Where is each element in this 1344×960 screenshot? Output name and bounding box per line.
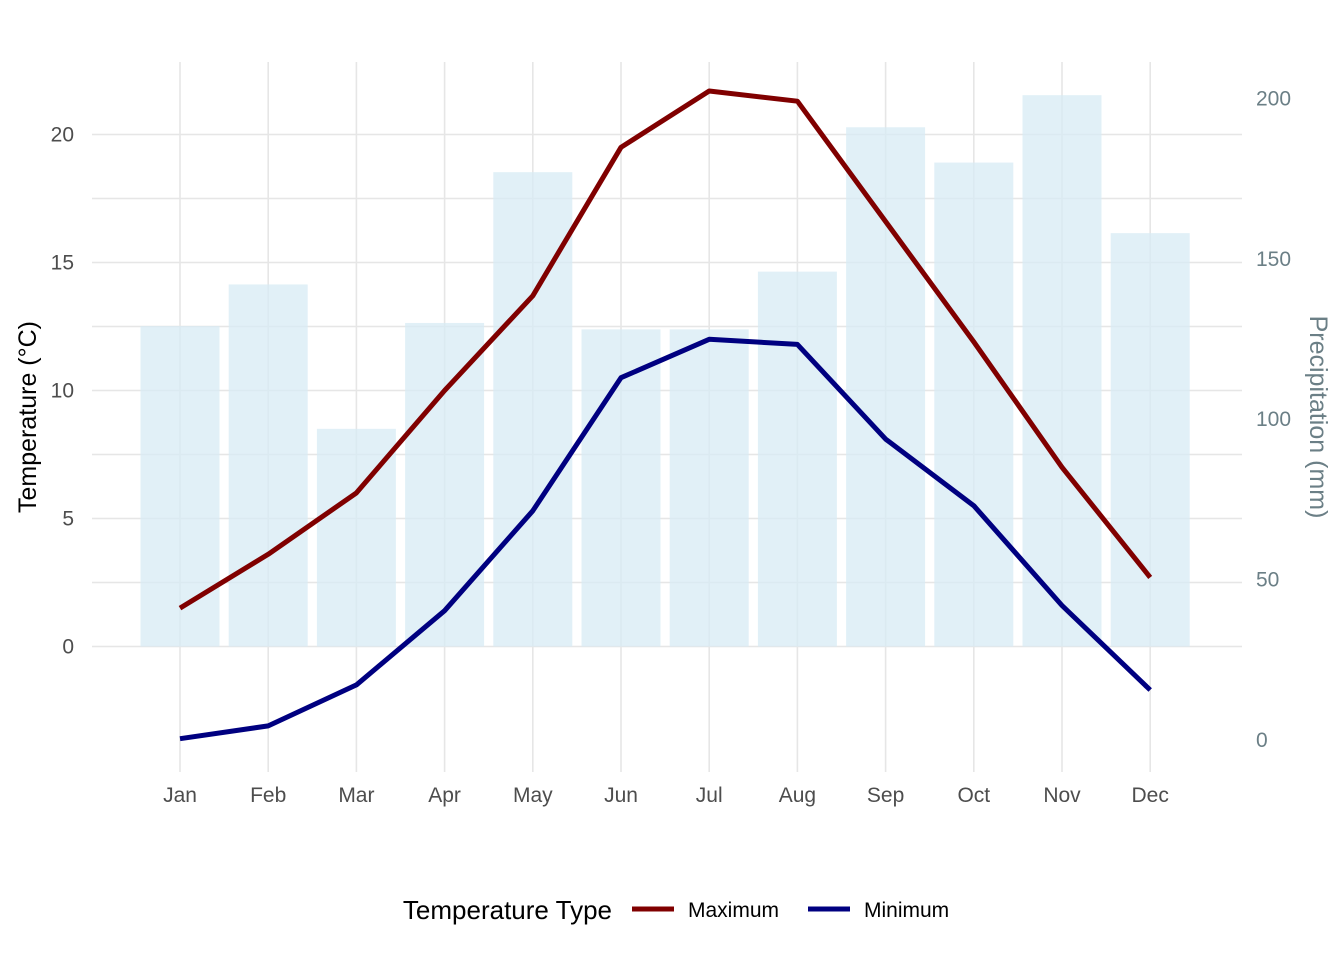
y-tick-label: 15 [51, 252, 74, 275]
y-tick-label: 20 [51, 124, 74, 147]
y-tick-label: 10 [51, 380, 74, 403]
bar-precipitation-sep [846, 127, 926, 647]
line-minimum [179, 336, 1152, 742]
x-tick-label: Mar [338, 784, 374, 807]
x-tick-label: Dec [1132, 784, 1169, 807]
temperature-lines [178, 88, 1153, 742]
legend: Temperature Type Maximum Minimum [403, 895, 949, 925]
x-tick-label: Jun [604, 784, 638, 807]
y2-tick-label: 100 [1256, 408, 1291, 431]
x-tick-label: Apr [428, 784, 461, 807]
bar-precipitation-jun [581, 329, 661, 647]
bar-precipitation-dec [1110, 233, 1190, 647]
bar-precipitation-apr [405, 322, 485, 647]
line-maximum [178, 88, 1153, 611]
x-tick-label: Jan [163, 784, 197, 807]
legend-title: Temperature Type [403, 895, 612, 925]
y-tick-label: 0 [62, 636, 74, 659]
x-tick-label: Feb [250, 784, 286, 807]
y2-tick-label: 50 [1256, 569, 1279, 592]
y2-tick-label: 0 [1256, 729, 1268, 752]
x-tick-label: Jul [696, 784, 723, 807]
y2-axis-title: Precipitation (mm) [1304, 316, 1332, 519]
bar-precipitation-oct [934, 162, 1014, 647]
bar-precipitation-may [493, 172, 573, 647]
x-tick-label: Aug [779, 784, 816, 807]
y-axis-title: Temperature (°C) [14, 321, 42, 513]
y2-tick-label: 150 [1256, 248, 1291, 271]
y-tick-label: 5 [62, 508, 74, 531]
bar-precipitation-feb [228, 284, 308, 647]
y2-tick-label: 200 [1256, 87, 1291, 110]
legend-label-maximum: Maximum [688, 899, 779, 922]
x-tick-label: Oct [957, 784, 990, 807]
bar-precipitation-jan [140, 326, 220, 647]
legend-label-minimum: Minimum [864, 899, 949, 922]
x-tick-label: May [513, 784, 553, 807]
bar-precipitation-nov [1022, 95, 1102, 647]
x-tick-label: Sep [867, 784, 904, 807]
precipitation-bars [140, 95, 1190, 647]
x-tick-label: Nov [1043, 784, 1081, 807]
bar-precipitation-jul [669, 329, 749, 647]
bar-precipitation-aug [757, 271, 837, 647]
